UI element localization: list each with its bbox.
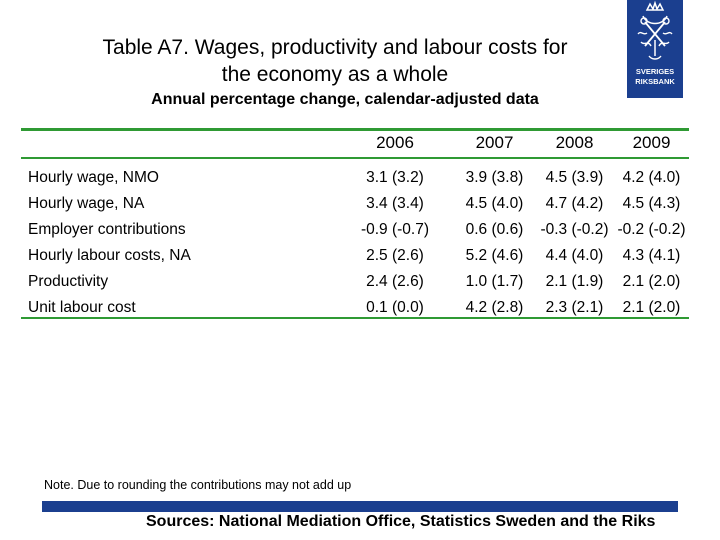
column-header [21,129,336,157]
table-row: Unit labour cost 0.1 (0.0) 4.2 (2.8) 2.3… [21,295,689,321]
table-cell: 3.9 (3.8) [465,169,524,186]
column-header: 2007 [475,133,514,152]
title-line-2: the economy as a whole [221,63,449,86]
row-label: Hourly wage, NA [28,195,145,212]
page-title: Table A7. Wages, productivity and labour… [30,34,640,88]
table-row: Productivity 2.4 (2.6) 1.0 (1.7) 2.1 (1.… [21,269,689,295]
table-cell: 0.6 (0.6) [465,221,524,238]
row-label: Productivity [28,273,109,290]
riksbank-crest-icon: SVERIGES RIKSBANK [635,0,675,86]
row-label: Hourly wage, NMO [28,169,159,186]
row-label: Hourly labour costs, NA [28,247,191,264]
table-cell: 2.4 (2.6) [366,273,424,290]
table-cell: 4.2 (2.8) [465,299,524,316]
table-cell: -0.3 (-0.2) [540,221,609,238]
data-table: 2006 2007 2008 2009 Hourly wage, NMO 3.1… [21,129,689,321]
table-bottom-rule [21,317,689,319]
table-row: Employer contributions -0.9 (-0.7) 0.6 (… [21,217,689,243]
table-cell: 4.7 (4.2) [545,195,604,212]
table-cell: 0.1 (0.0) [366,299,424,316]
table-cell: -0.2 (-0.2) [617,221,686,238]
riksbank-logo: SVERIGES RIKSBANK [627,0,683,98]
table-cell: 1.0 (1.7) [465,273,524,290]
table-cell: 3.4 (3.4) [366,195,424,212]
table-cell: 2.5 (2.6) [366,247,424,264]
column-header: 2008 [555,133,594,152]
table-cell: -0.9 (-0.7) [360,221,430,238]
footer-bar [42,501,678,512]
table-subtitle: Annual percentage change, calendar-adjus… [151,91,539,108]
table-cell: 2.1 (2.0) [622,299,681,316]
row-label: Unit labour cost [28,299,136,316]
logo-text-line-2: RIKSBANK [635,77,675,86]
table-cell: 2.3 (2.1) [545,299,604,316]
table-cell: 3.1 (3.2) [366,169,424,186]
table-row: Hourly wage, NMO 3.1 (3.2) 3.9 (3.8) 4.5… [21,165,689,191]
table-cell: 4.5 (4.0) [465,195,524,212]
table-cell: 4.3 (4.1) [622,247,681,264]
table-cell: 4.5 (4.3) [622,195,681,212]
table-row: Hourly labour costs, NA 2.5 (2.6) 5.2 (4… [21,243,689,269]
table-note: Note. Due to rounding the contributions … [44,478,352,492]
table-top-rule [21,128,689,131]
table-row: Hourly wage, NA 3.4 (3.4) 4.5 (4.0) 4.7 … [21,191,689,217]
logo-text-line-1: SVERIGES [636,67,674,76]
table-cell: 4.4 (4.0) [545,247,604,264]
table-cell: 2.1 (1.9) [545,273,604,290]
row-label: Employer contributions [28,221,186,238]
column-header: 2009 [632,133,671,152]
table-cell: 5.2 (4.6) [465,247,524,264]
title-line-1: Table A7. Wages, productivity and labour… [102,36,568,59]
table-header-row: 2006 2007 2008 2009 [21,129,689,157]
table-cell: 4.5 (3.9) [545,169,604,186]
sources-line: Sources: National Mediation Office, Stat… [146,513,656,530]
table-header-rule [21,157,689,159]
column-header: 2006 [376,133,414,152]
table-cell: 4.2 (4.0) [622,169,681,186]
table-cell: 2.1 (2.0) [622,273,681,290]
